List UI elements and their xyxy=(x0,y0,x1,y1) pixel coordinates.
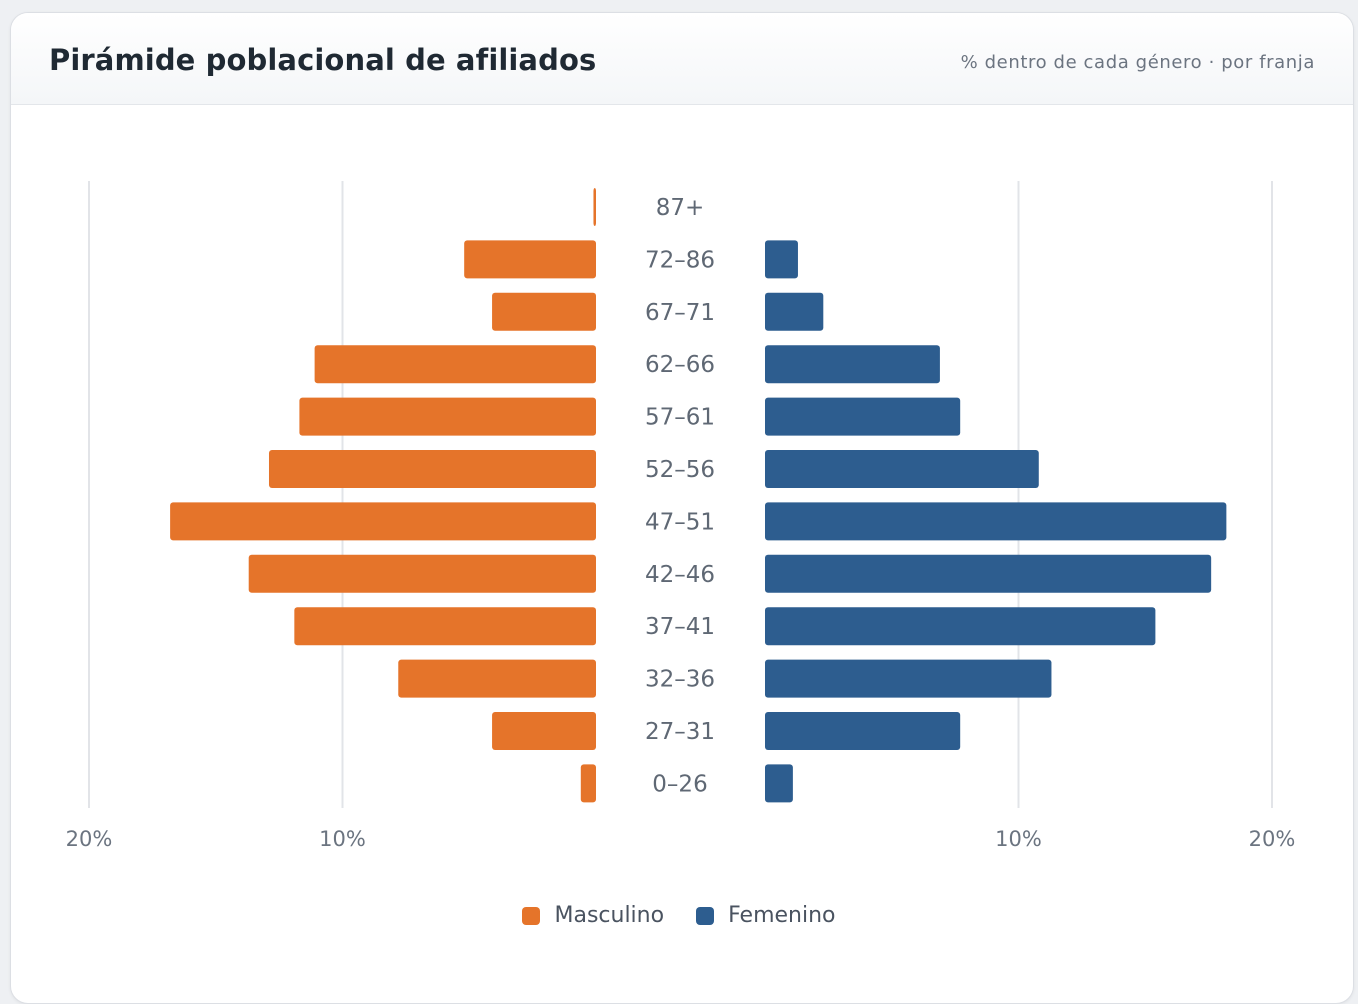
age-band-label: 52–56 xyxy=(645,457,715,483)
age-band-label: 72–86 xyxy=(645,247,715,273)
bar-femenino-4 xyxy=(765,397,961,436)
chart-legend: Masculino Femenino xyxy=(0,903,1358,928)
legend-label-femenino: Femenino xyxy=(728,903,836,928)
x-tick-label: 20% xyxy=(1249,827,1296,851)
bar-femenino-9 xyxy=(765,659,1052,698)
card-header: Pirámide poblacional de afiliados % dent… xyxy=(11,13,1353,105)
legend-label-masculino: Masculino xyxy=(554,903,665,928)
age-band-label: 27–31 xyxy=(645,719,715,745)
bar-masculino-7 xyxy=(248,554,596,593)
age-band-label: 67–71 xyxy=(645,300,715,326)
bar-masculino-10 xyxy=(492,712,596,750)
bar-masculino-6 xyxy=(170,502,596,541)
x-tick-label: 10% xyxy=(319,827,366,851)
bar-femenino-11 xyxy=(765,764,793,803)
bar-masculino-9 xyxy=(398,659,596,698)
x-tick-label: 20% xyxy=(66,827,113,851)
bar-femenino-7 xyxy=(765,554,1212,593)
bar-femenino-6 xyxy=(765,502,1227,541)
age-band-label: 0–26 xyxy=(652,771,707,797)
age-band-label: 47–51 xyxy=(645,509,715,535)
age-band-label: 32–36 xyxy=(645,667,715,693)
bar-femenino-10 xyxy=(765,712,961,750)
bar-femenino-8 xyxy=(765,607,1156,646)
age-band-label: 57–61 xyxy=(645,405,715,431)
bar-femenino-3 xyxy=(765,345,940,384)
x-tick-label: 10% xyxy=(995,827,1042,851)
bar-masculino-4 xyxy=(299,397,596,436)
bar-masculino-1 xyxy=(464,240,596,279)
legend-item-masculino[interactable]: Masculino xyxy=(522,903,664,928)
chart-title: Pirámide poblacional de afiliados xyxy=(49,43,597,77)
bar-masculino-2 xyxy=(492,292,596,331)
bar-masculino-8 xyxy=(294,607,596,646)
bar-femenino-1 xyxy=(765,240,798,279)
age-band-label: 42–46 xyxy=(645,562,715,588)
legend-swatch-masculino xyxy=(522,906,541,925)
bar-masculino-3 xyxy=(314,345,596,384)
bar-masculino-11 xyxy=(580,764,596,803)
bar-femenino-2 xyxy=(765,292,824,331)
population-pyramid-chart: 10% 10% 20% 20% 87+ 72–86 67–71 62–66 57–61 52–56… xyxy=(66,181,1296,851)
bar-masculino-5 xyxy=(268,450,596,488)
age-band-label: 37–41 xyxy=(645,614,715,640)
legend-item-femenino[interactable]: Femenino xyxy=(696,903,836,928)
bar-femenino-5 xyxy=(765,450,1039,488)
chart-subtitle: % dentro de cada género · por franja xyxy=(960,52,1315,73)
age-band-label: 87+ xyxy=(656,195,705,221)
legend-swatch-femenino xyxy=(696,906,715,925)
bar-masculino-0 xyxy=(593,188,596,226)
age-band-label: 62–66 xyxy=(645,352,715,378)
